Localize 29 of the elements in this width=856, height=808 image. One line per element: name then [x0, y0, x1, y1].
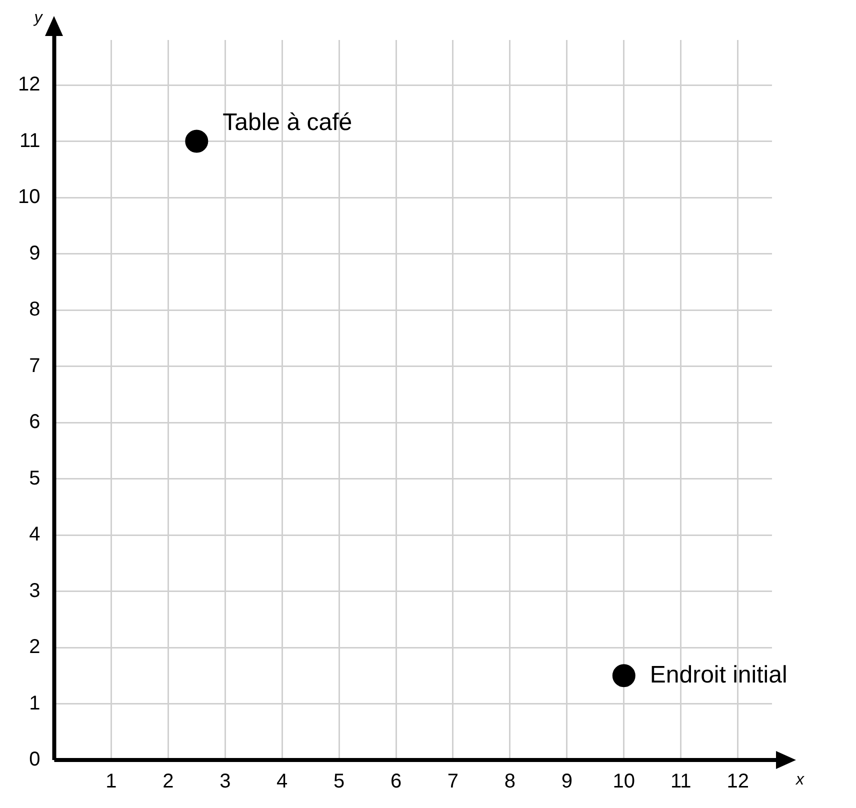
y-tick-label: 12 [18, 74, 40, 96]
x-tick-label: 10 [612, 770, 636, 793]
y-tick-label: 7 [29, 354, 40, 377]
annotation: Table à café [222, 108, 352, 136]
y-tick-label: 8 [29, 298, 40, 321]
x-tick-label: 2 [162, 770, 174, 793]
x-axis-title: x [795, 771, 805, 788]
x-tick-label: 3 [220, 770, 231, 793]
y-tick-label: 1 [29, 692, 40, 714]
x-tick-label: 5 [334, 770, 345, 793]
x-tick-label: 6 [390, 770, 402, 793]
x-tick-label: 4 [276, 770, 288, 793]
annotation: Endroit initial [650, 661, 788, 688]
y-tick-label: 2 [29, 636, 40, 658]
x-tick-label: 7 [447, 770, 459, 793]
x-tick-label: 9 [561, 770, 572, 793]
y-tick-label: 9 [29, 242, 40, 264]
y-tick-label: 10 [18, 186, 40, 208]
y-tick-label: 0 [29, 748, 40, 771]
x-tick-label: 1 [106, 770, 117, 793]
x-tick-label: 12 [726, 770, 749, 793]
y-tick-label: 4 [29, 524, 40, 546]
y-tick-label: 5 [29, 467, 40, 490]
y-tick-label: 3 [29, 580, 40, 602]
y-axis-title: y [33, 9, 44, 26]
x-tick-label: 11 [670, 770, 692, 793]
y-tick-label: 6 [29, 411, 40, 434]
y-tick-label: 11 [19, 130, 40, 152]
x-tick-label: 8 [504, 770, 516, 793]
